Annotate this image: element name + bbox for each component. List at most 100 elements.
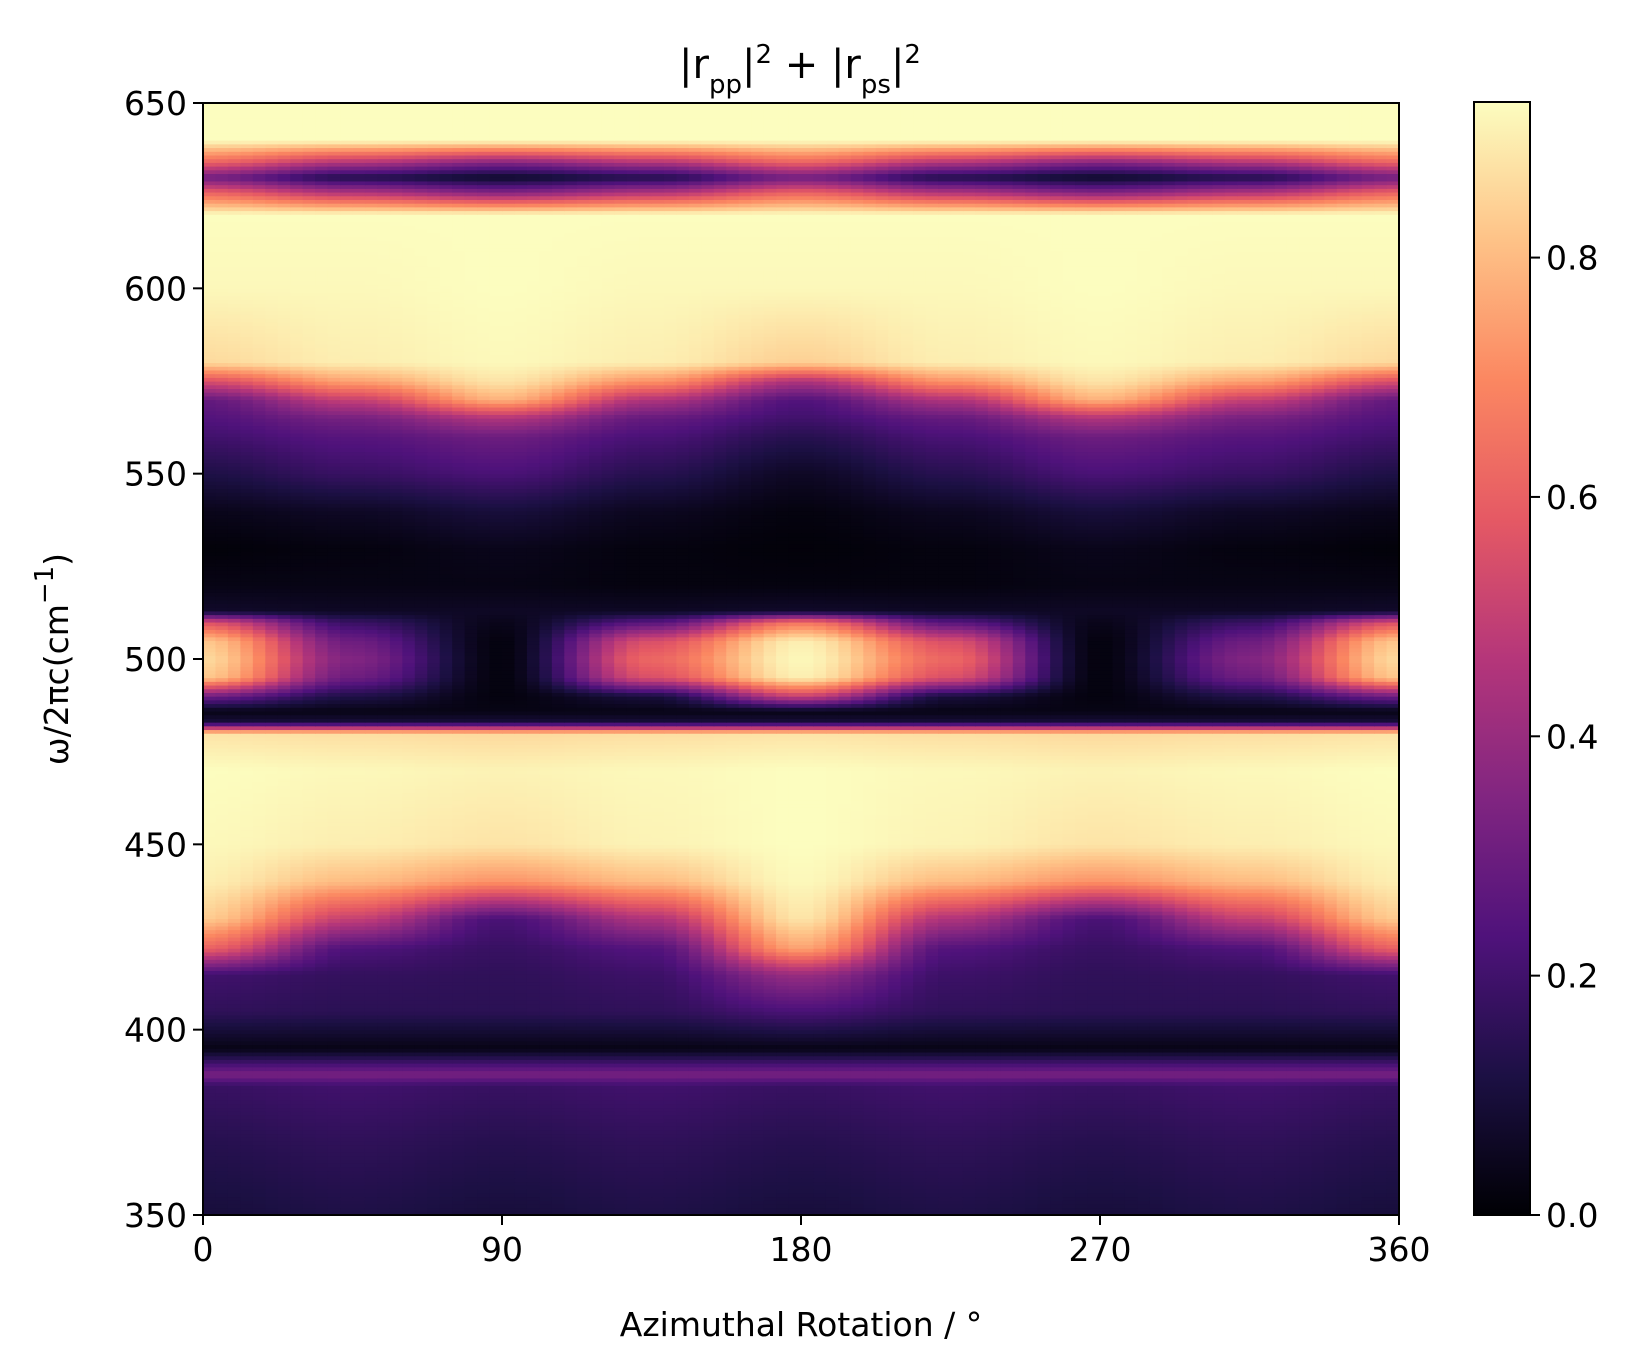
heatmap-cell (639, 1107, 653, 1112)
heatmap-cell (539, 1196, 553, 1201)
heatmap-cell (564, 1133, 578, 1138)
heatmap-cell (389, 1189, 403, 1194)
heatmap-cell (863, 1066, 877, 1072)
heatmap-cell (203, 1159, 217, 1164)
heatmap-cell (900, 1114, 914, 1120)
heatmap-cell (1075, 1037, 1089, 1042)
heatmap-cell (875, 1151, 889, 1157)
heatmap-cell (564, 1033, 578, 1038)
heatmap-cell (838, 1148, 852, 1153)
heatmap-cell (601, 1211, 615, 1216)
heatmap-cell (1361, 1137, 1375, 1142)
heatmap-cell (514, 1088, 528, 1094)
heatmap-cell (377, 1189, 391, 1194)
heatmap-cell (389, 1096, 403, 1101)
heatmap-cell (738, 1140, 752, 1146)
heatmap-cell (863, 1055, 877, 1060)
heatmap-cell (913, 1140, 927, 1146)
heatmap-cell (1374, 1070, 1388, 1075)
heatmap-cell (1336, 1077, 1350, 1083)
heatmap-cell (1336, 1166, 1350, 1172)
heatmap-cell (1149, 1122, 1163, 1127)
heatmap-cell (402, 1107, 416, 1112)
heatmap-cell (277, 1044, 291, 1049)
heatmap-cell (1324, 1025, 1338, 1031)
heatmap-cell (526, 1100, 540, 1105)
heatmap-cell (1286, 1081, 1300, 1086)
heatmap-cell (227, 1137, 241, 1142)
heatmap-cell (1374, 1107, 1388, 1112)
heatmap-cell (651, 1107, 665, 1112)
heatmap-cell (1261, 1114, 1276, 1120)
heatmap-cell (265, 1140, 279, 1146)
heatmap-cell (1249, 1022, 1263, 1027)
heatmap-cell (1336, 1155, 1350, 1160)
heatmap-cell (277, 1137, 291, 1142)
heatmap-cell (1050, 1129, 1064, 1135)
heatmap-cell (614, 1081, 628, 1086)
heatmap-cell (564, 1063, 578, 1068)
heatmap-cell (514, 1196, 528, 1201)
heatmap-cell (1050, 1177, 1064, 1183)
heatmap-cell (277, 1174, 291, 1179)
heatmap-cell (1112, 1177, 1126, 1183)
heatmap-cell (751, 1151, 765, 1157)
heatmap-cell (1025, 1166, 1039, 1172)
heatmap-cell (389, 1103, 403, 1109)
heatmap-cell (1286, 1129, 1300, 1135)
heatmap-cell (1000, 1033, 1014, 1038)
heatmap-cell (962, 1185, 977, 1190)
heatmap-cell (987, 1118, 1001, 1123)
heatmap-cell (1174, 1155, 1188, 1160)
heatmap-cell (1199, 1051, 1213, 1057)
heatmap-cell (987, 1092, 1001, 1097)
heatmap-cell (377, 1111, 391, 1116)
heatmap-cell (502, 1122, 516, 1127)
heatmap-cell (1224, 1070, 1238, 1075)
heatmap-cell (1212, 1059, 1226, 1064)
heatmap-cell (987, 1025, 1001, 1031)
heatmap-cell (1124, 1037, 1138, 1042)
heatmap-cell (626, 1177, 640, 1183)
heatmap-cell (913, 1088, 927, 1094)
heatmap-cell (1075, 1137, 1089, 1142)
heatmap-cell (215, 1074, 229, 1079)
heatmap-cell (987, 1088, 1001, 1094)
heatmap-cell (1274, 1203, 1288, 1209)
heatmap-cell (477, 1051, 491, 1057)
heatmap-cell (713, 1048, 727, 1053)
heatmap-cell (576, 1074, 590, 1079)
heatmap-cell (1124, 1185, 1138, 1190)
heatmap-cell (614, 1144, 628, 1149)
heatmap-cell (389, 1051, 403, 1057)
heatmap-cell (1361, 1211, 1375, 1216)
heatmap-cell (389, 1137, 403, 1142)
heatmap-cell (900, 1163, 914, 1168)
heatmap-cell (203, 1111, 217, 1116)
heatmap-cell (639, 1196, 653, 1201)
heatmap-cell (601, 1048, 615, 1053)
heatmap-cell (502, 1088, 516, 1094)
heatmap-cell (364, 1074, 379, 1079)
heatmap-cell (1224, 1189, 1238, 1194)
heatmap-cell (962, 1085, 977, 1090)
heatmap-cell (402, 1155, 416, 1160)
heatmap-cell (389, 1211, 403, 1216)
heatmap-cell (464, 1074, 478, 1079)
heatmap-cell (651, 1118, 665, 1123)
heatmap-cell (763, 1122, 777, 1127)
heatmap-cell (489, 1040, 503, 1046)
heatmap-cell (950, 1044, 964, 1049)
heatmap-cell (888, 1040, 902, 1046)
heatmap-cell (1212, 1166, 1226, 1172)
heatmap-cell (352, 1177, 366, 1183)
heatmap-cell (502, 1192, 516, 1198)
heatmap-cell (1286, 1163, 1300, 1168)
heatmap-cell (962, 1177, 977, 1183)
heatmap-cell (1037, 1177, 1051, 1183)
heatmap-cell (1224, 1077, 1238, 1083)
heatmap-cell (614, 1192, 628, 1198)
heatmap-cell (489, 1088, 503, 1094)
heatmap-cell (352, 1111, 366, 1116)
heatmap-cell (1187, 1029, 1201, 1034)
